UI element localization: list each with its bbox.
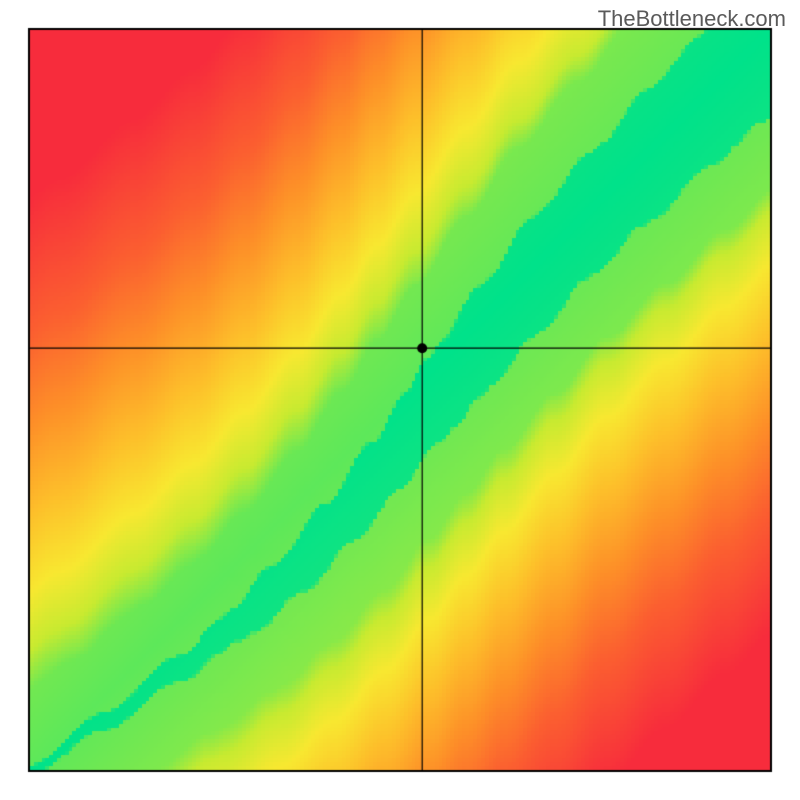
bottleneck-heatmap	[0, 0, 800, 800]
watermark-text: TheBottleneck.com	[598, 6, 786, 32]
chart-container: TheBottleneck.com	[0, 0, 800, 800]
